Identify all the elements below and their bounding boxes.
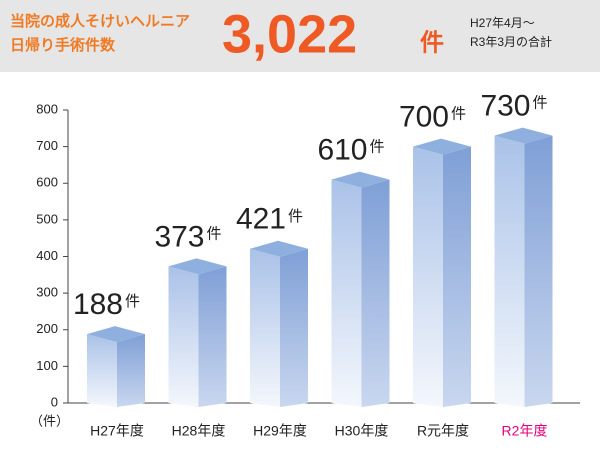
bar-left-face [250,248,280,407]
value-unit: 件 [370,139,385,156]
x-tick-label: H27年度 [90,423,144,439]
y-tick-label: 300 [36,285,58,300]
value-label: 700 [399,101,449,134]
value-unit: 件 [125,293,140,310]
y-tick-label: 400 [36,248,58,263]
bar-right-face [117,334,145,407]
bar-top [331,171,390,188]
bar-top [494,127,553,144]
header-period: R3年3月の合計 [470,34,552,49]
bar-right-face [524,135,553,407]
bar-top [168,258,227,275]
value-label: 373 [154,220,204,253]
value-unit: 件 [207,225,222,242]
y-tick-label: 200 [36,321,58,336]
header-title: 日帰り手術件数 [10,36,116,54]
y-tick-label: 500 [36,211,58,226]
y-tick-label: 700 [36,138,58,153]
value-unit: 件 [451,106,466,123]
header-total-unit: 件 [420,29,444,56]
y-tick-label: 600 [36,175,58,190]
value-label: 188 [73,288,123,321]
x-tick-label: R2年度 [502,423,548,439]
value-label: 421 [236,203,286,236]
bar-right-face [443,146,471,407]
x-tick-label: R元年度 [417,423,469,439]
bar-left-face [168,266,199,407]
bar-top [87,326,145,343]
bar-right-face [361,179,390,407]
bar-top [250,240,308,257]
x-tick-label: H28年度 [172,423,226,439]
value-unit: 件 [533,95,548,112]
value-label: 730 [480,90,530,123]
x-tick-label: H30年度 [335,423,389,439]
bar-left-face [494,135,525,407]
bar-top [413,138,471,155]
header-period: H27年4月～ [470,16,535,30]
y-axis-label: （件） [30,413,69,428]
value-label: 610 [317,134,367,167]
value-unit: 件 [288,208,303,225]
header-total: 3,022 [222,4,357,64]
bar-left-face [87,334,117,407]
y-tick-label: 100 [36,358,58,373]
bar-left-face [331,179,362,407]
bar-left-face [413,146,443,407]
y-tick-label: 800 [36,101,58,116]
bar-right-face [280,248,308,407]
header-title: 当院の成人そけいヘルニア [10,12,190,30]
y-tick-label: 0 [51,394,58,409]
header-band [0,0,600,72]
bar-right-face [198,266,227,407]
x-tick-label: H29年度 [253,423,307,439]
